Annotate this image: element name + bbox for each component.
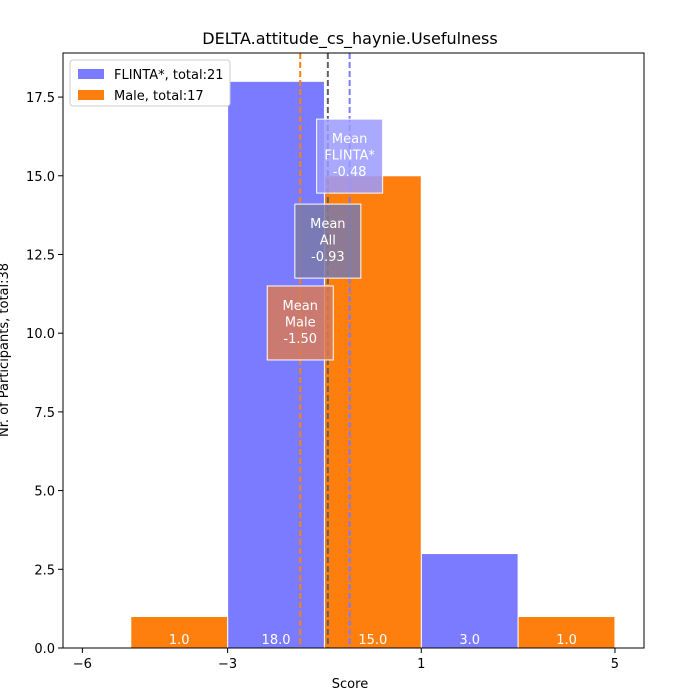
y-tick-label: 17.5 bbox=[26, 91, 55, 106]
chart-title: DELTA.attitude_cs_haynie.Usefulness bbox=[202, 29, 497, 49]
mean-annotation-text: Mean bbox=[283, 299, 318, 314]
bar-value-label: 1.0 bbox=[169, 633, 190, 648]
mean-annotation-box bbox=[266, 285, 334, 361]
mean-annotation-box bbox=[294, 203, 362, 279]
axes-layer: −6 −3 1 5 0.0 2.5 5.0 7.5 10.0 12.5 15.0 17.5 bbox=[26, 52, 645, 672]
mean-annotation-text: All bbox=[320, 234, 336, 249]
bar-value-label: 18.0 bbox=[262, 633, 291, 648]
legend-swatch bbox=[78, 90, 104, 100]
y-tick-label: 15.0 bbox=[26, 170, 55, 185]
legend: FLINTA*, total:21 Male, total:17 bbox=[69, 59, 231, 107]
bar-value-label: 1.0 bbox=[556, 633, 577, 648]
y-tick-label: 10.0 bbox=[26, 327, 55, 342]
mean-annotation-text: -0.93 bbox=[311, 250, 345, 265]
x-tick-label: 1 bbox=[417, 657, 425, 672]
mean-annotation-box bbox=[316, 118, 384, 194]
y-axis-label: Nr. of Participants, total:38 bbox=[0, 263, 12, 437]
y-tick-label: 5.0 bbox=[34, 485, 55, 500]
legend-box bbox=[69, 59, 231, 107]
legend-swatch bbox=[78, 69, 104, 79]
y-tick-label: 2.5 bbox=[34, 563, 55, 578]
bar-value-label: 3.0 bbox=[459, 633, 480, 648]
mean-annotation-text: -0.48 bbox=[333, 165, 367, 180]
x-axis-label: Score bbox=[332, 677, 368, 692]
bar-labels-layer: 18.0 3.0 1.0 15.0 1.0 bbox=[169, 633, 577, 648]
mean-annotation-text: Male bbox=[285, 315, 316, 330]
mean-annotation-text: -1.50 bbox=[283, 332, 317, 347]
x-tick-label: 5 bbox=[611, 657, 619, 672]
legend-label: Male, total:17 bbox=[114, 89, 204, 104]
y-tick-label: 7.5 bbox=[34, 406, 55, 421]
bar-value-label: 15.0 bbox=[358, 633, 387, 648]
legend-label: FLINTA*, total:21 bbox=[114, 68, 224, 83]
plot-frame bbox=[62, 52, 645, 649]
x-tick-label: −6 bbox=[73, 657, 92, 672]
bar-flinta bbox=[227, 80, 325, 649]
mean-lines-layer: MeanFLINTA*-0.48MeanAll-0.93MeanMale-1.5… bbox=[266, 53, 384, 648]
mean-annotation-text: Mean bbox=[310, 217, 345, 232]
mean-annotation-text: FLINTA* bbox=[324, 149, 375, 164]
bar-male bbox=[130, 616, 229, 649]
mean-annotation-text: Mean bbox=[332, 132, 367, 147]
y-tick-label: 0.0 bbox=[34, 642, 55, 657]
y-tick-label: 12.5 bbox=[26, 248, 55, 263]
x-tick-label: −3 bbox=[218, 657, 237, 672]
bar-flinta bbox=[420, 553, 519, 649]
